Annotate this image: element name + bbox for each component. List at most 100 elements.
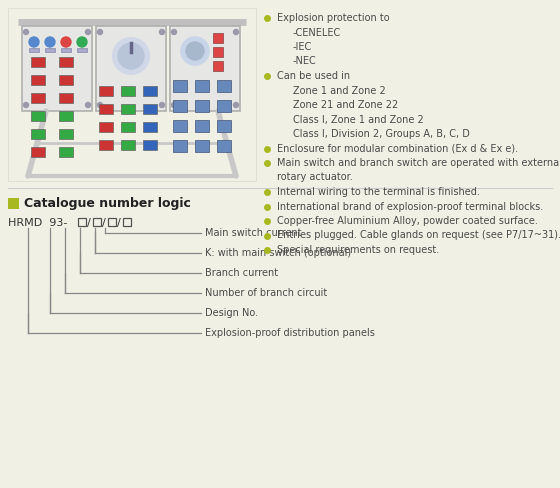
Bar <box>78 218 86 226</box>
Bar <box>143 86 157 96</box>
Bar <box>59 147 73 157</box>
Bar <box>123 218 131 226</box>
Bar <box>59 111 73 121</box>
Bar <box>31 147 45 157</box>
Bar <box>170 26 240 111</box>
Text: Class I, Division 2, Groups A, B, C, D: Class I, Division 2, Groups A, B, C, D <box>293 129 470 139</box>
Circle shape <box>24 29 29 35</box>
Bar <box>173 100 187 112</box>
Bar <box>195 80 209 92</box>
Bar <box>217 80 231 92</box>
Bar <box>99 86 113 96</box>
Text: Zone 21 and Zone 22: Zone 21 and Zone 22 <box>293 100 398 110</box>
Bar <box>143 140 157 150</box>
Circle shape <box>97 102 102 107</box>
Circle shape <box>61 37 71 47</box>
Circle shape <box>45 37 55 47</box>
Bar <box>8 8 256 181</box>
Bar <box>195 120 209 132</box>
Text: -NEC: -NEC <box>293 57 317 66</box>
Bar <box>59 93 73 103</box>
Bar <box>99 104 113 114</box>
Text: Copper-free Aluminium Alloy, powder coated surface.: Copper-free Aluminium Alloy, powder coat… <box>277 216 538 226</box>
Bar <box>143 104 157 114</box>
Bar <box>59 129 73 139</box>
Text: Main switch current: Main switch current <box>205 228 301 238</box>
Bar <box>195 140 209 152</box>
Bar <box>77 48 87 52</box>
Circle shape <box>160 29 165 35</box>
Text: Catalogue number logic: Catalogue number logic <box>24 197 191 210</box>
Text: Special requirements on request.: Special requirements on request. <box>277 245 439 255</box>
Bar <box>31 129 45 139</box>
Circle shape <box>171 29 176 35</box>
Text: Branch current: Branch current <box>205 268 278 278</box>
Text: /: / <box>87 218 91 228</box>
Circle shape <box>29 37 39 47</box>
Bar <box>61 48 71 52</box>
Circle shape <box>181 37 209 65</box>
Text: rotary actuator.: rotary actuator. <box>277 172 353 183</box>
Text: -CENELEC: -CENELEC <box>293 27 341 38</box>
Bar <box>99 122 113 132</box>
Bar <box>31 93 45 103</box>
Text: International brand of explosion-proof terminal blocks.: International brand of explosion-proof t… <box>277 202 543 211</box>
Text: /: / <box>117 218 121 228</box>
Text: HRMD  93-: HRMD 93- <box>8 218 67 228</box>
Bar <box>213 61 223 71</box>
Text: Entries plugged. Cable glands on request (see P7/17~31).: Entries plugged. Cable glands on request… <box>277 230 560 241</box>
Circle shape <box>186 42 204 60</box>
Circle shape <box>77 37 87 47</box>
Text: Explosion protection to: Explosion protection to <box>277 13 390 23</box>
Bar <box>59 75 73 85</box>
Bar <box>173 140 187 152</box>
Bar <box>96 26 166 111</box>
Bar <box>22 26 92 111</box>
Bar <box>173 120 187 132</box>
Text: Internal wiring to the terminal is finished.: Internal wiring to the terminal is finis… <box>277 187 480 197</box>
Text: Number of branch circuit: Number of branch circuit <box>205 288 327 298</box>
Bar <box>121 140 135 150</box>
Text: Main switch and branch switch are operated with external: Main switch and branch switch are operat… <box>277 158 560 168</box>
Circle shape <box>86 29 91 35</box>
Bar <box>108 218 116 226</box>
Bar <box>8 198 19 209</box>
Text: /: / <box>102 218 106 228</box>
Circle shape <box>24 102 29 107</box>
Text: Zone 1 and Zone 2: Zone 1 and Zone 2 <box>293 85 386 96</box>
Bar <box>31 57 45 67</box>
Circle shape <box>113 38 149 74</box>
Text: Can be used in: Can be used in <box>277 71 350 81</box>
Circle shape <box>160 102 165 107</box>
Bar <box>143 122 157 132</box>
Bar <box>99 140 113 150</box>
Circle shape <box>234 102 239 107</box>
Bar <box>45 48 55 52</box>
Bar <box>195 100 209 112</box>
Bar <box>121 104 135 114</box>
Bar <box>31 111 45 121</box>
Text: Enclosure for modular combination (Ex d & Ex e).: Enclosure for modular combination (Ex d … <box>277 143 518 154</box>
Circle shape <box>234 29 239 35</box>
Bar <box>29 48 39 52</box>
Circle shape <box>86 102 91 107</box>
Bar <box>31 75 45 85</box>
Text: -IEC: -IEC <box>293 42 312 52</box>
Bar <box>121 122 135 132</box>
Text: Class I, Zone 1 and Zone 2: Class I, Zone 1 and Zone 2 <box>293 115 424 124</box>
Bar <box>173 80 187 92</box>
Circle shape <box>97 29 102 35</box>
Circle shape <box>118 43 144 69</box>
Bar <box>213 33 223 43</box>
Bar <box>217 120 231 132</box>
Bar <box>217 100 231 112</box>
Bar <box>217 140 231 152</box>
Bar <box>59 57 73 67</box>
Text: K: with main switch (optional): K: with main switch (optional) <box>205 248 351 258</box>
Bar <box>213 47 223 57</box>
Circle shape <box>171 102 176 107</box>
Bar <box>93 218 101 226</box>
Bar <box>121 86 135 96</box>
Text: Design No.: Design No. <box>205 308 258 318</box>
Text: Explosion-proof distribution panels: Explosion-proof distribution panels <box>205 328 375 338</box>
